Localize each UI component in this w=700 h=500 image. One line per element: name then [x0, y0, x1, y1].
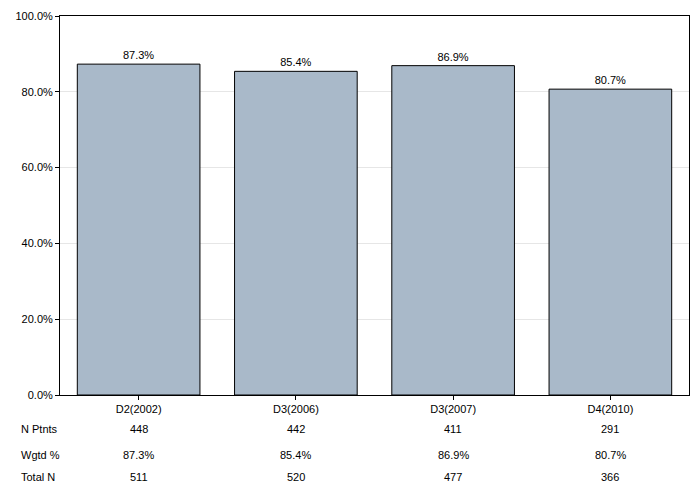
svg-text:Wgtd %: Wgtd % [21, 449, 60, 461]
svg-text:85.4%: 85.4% [280, 56, 311, 68]
svg-text:86.9%: 86.9% [438, 449, 469, 461]
svg-text:D3(2007): D3(2007) [430, 403, 476, 415]
svg-text:411: 411 [444, 423, 462, 435]
svg-text:Total N: Total N [21, 471, 55, 483]
svg-text:448: 448 [130, 423, 148, 435]
svg-text:D3(2006): D3(2006) [273, 403, 319, 415]
svg-text:86.9%: 86.9% [437, 51, 468, 63]
svg-text:80.7%: 80.7% [595, 74, 626, 86]
svg-text:60.0%: 60.0% [22, 161, 53, 173]
svg-text:20.0%: 20.0% [22, 313, 53, 325]
svg-text:291: 291 [601, 423, 619, 435]
svg-text:520: 520 [287, 471, 305, 483]
svg-text:100.0%: 100.0% [15, 10, 53, 22]
svg-text:80.0%: 80.0% [22, 86, 53, 98]
svg-text:80.7%: 80.7% [595, 449, 626, 461]
svg-text:0.0%: 0.0% [28, 389, 53, 401]
svg-text:85.4%: 85.4% [280, 449, 311, 461]
svg-text:477: 477 [444, 471, 462, 483]
svg-text:511: 511 [130, 471, 148, 483]
svg-text:87.3%: 87.3% [123, 49, 154, 61]
svg-text:87.3%: 87.3% [123, 449, 154, 461]
svg-text:D4(2010): D4(2010) [587, 403, 633, 415]
svg-text:442: 442 [287, 423, 305, 435]
svg-text:40.0%: 40.0% [22, 237, 53, 249]
svg-text:N Ptnts: N Ptnts [21, 423, 58, 435]
svg-text:D2(2002): D2(2002) [116, 403, 162, 415]
svg-text:366: 366 [601, 471, 619, 483]
